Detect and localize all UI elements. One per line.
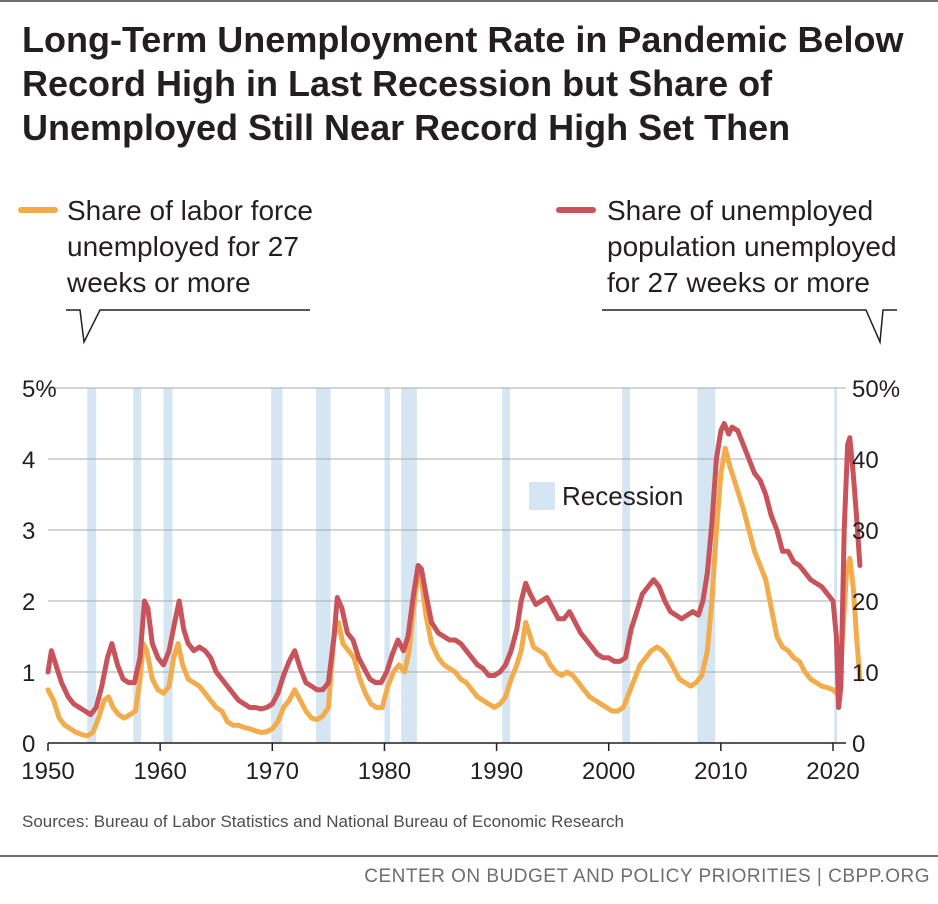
y-axis-left-ticks: 0 1 2 3 4 5% <box>22 376 57 758</box>
legend-swatch-labor-force <box>18 207 58 213</box>
recession-band <box>401 388 417 743</box>
bottom-rule <box>0 855 938 857</box>
top-rule <box>0 0 938 2</box>
y-left-tick-label: 4 <box>22 447 35 474</box>
x-tick-label: 2000 <box>582 758 635 785</box>
source-note: Sources: Bureau of Labor Statistics and … <box>22 812 624 831</box>
chart-title: Long-Term Unemployment Rate in Pandemic … <box>22 19 904 148</box>
legend-label-unemployed: Share of unemployed population unemploye… <box>607 195 897 298</box>
y-left-tick-label: 2 <box>22 589 35 616</box>
legend-callout-brackets <box>66 309 897 345</box>
y-right-tick-label: 40 <box>852 447 879 474</box>
recession-band <box>271 388 283 743</box>
series-lines <box>45 421 863 739</box>
callout-bracket-left <box>66 309 310 345</box>
x-tick-label: 1980 <box>358 758 411 785</box>
x-tick-label: 2020 <box>806 758 859 785</box>
legend-label-recession: Recession <box>562 481 683 511</box>
y-right-tick-label: 50% <box>852 376 900 403</box>
x-tick-label: 2010 <box>694 758 747 785</box>
y-left-tick-label: 0 <box>22 731 35 758</box>
series-line-unemployed <box>45 421 863 718</box>
credit-line: CENTER ON BUDGET AND POLICY PRIORITIES |… <box>364 866 930 887</box>
recession-band <box>622 388 631 743</box>
recession-band <box>384 388 391 743</box>
y-left-tick-label: 1 <box>22 660 35 687</box>
legend-swatch-recession <box>529 482 555 510</box>
recession-band <box>834 388 838 743</box>
recession-bands <box>87 388 838 743</box>
legend-recession: Recession <box>529 481 683 511</box>
x-tick-label: 1990 <box>470 758 523 785</box>
series-line-labor-force <box>45 445 863 739</box>
x-tick-label: 1970 <box>246 758 299 785</box>
y-right-tick-label: 20 <box>852 589 879 616</box>
x-tick-label: 1960 <box>133 758 186 785</box>
y-left-tick-label: 3 <box>22 518 35 545</box>
y-axis-right-ticks: 0 10 20 30 40 50% <box>852 376 900 758</box>
y-right-tick-label: 30 <box>852 518 879 545</box>
callout-bracket-right <box>602 309 897 345</box>
recession-band <box>502 388 511 743</box>
recession-band <box>87 388 97 743</box>
y-left-tick-label: 5% <box>22 376 57 403</box>
y-right-tick-label: 10 <box>852 660 879 687</box>
recession-band <box>163 388 173 743</box>
x-tick-label: 1950 <box>21 758 74 785</box>
recession-band <box>316 388 331 743</box>
legend-label-labor-force: Share of labor force unemployed for 27 w… <box>67 195 313 298</box>
legend-swatch-unemployed <box>556 207 596 213</box>
y-right-tick-label: 0 <box>852 731 865 758</box>
recession-band <box>133 388 142 743</box>
x-axis-ticks: 1950 1960 1970 1980 1990 2000 2010 2020 <box>21 743 860 785</box>
